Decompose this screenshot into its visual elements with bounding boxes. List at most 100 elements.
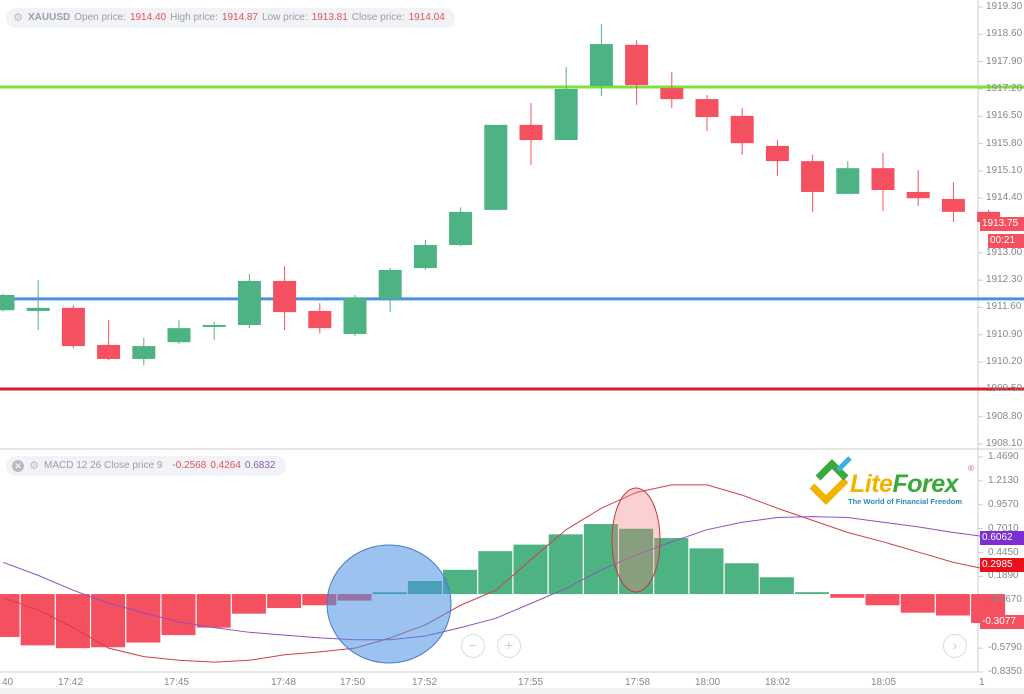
time-axis-label: 17:50 <box>340 677 366 688</box>
macd-axis-label: -0.8350 <box>988 665 1022 677</box>
macd-histogram-bar <box>935 594 970 616</box>
time-axis-label: 17:42 <box>58 677 84 688</box>
time-axis-label: 17:55 <box>518 677 544 688</box>
macd-histogram-bar <box>55 594 90 649</box>
candle-down <box>941 198 965 212</box>
time-axis-label: 17:52 <box>412 677 438 688</box>
time-axis-label: 17:58 <box>625 677 651 688</box>
macd-value-1: -0.2568 <box>172 460 207 471</box>
candle-down <box>730 115 754 144</box>
candle-up <box>554 88 578 141</box>
macd-axis-label: 0.1890 <box>988 570 1019 582</box>
signal-line <box>2 516 989 641</box>
time-axis-label: 18:00 <box>695 677 721 688</box>
candle-up <box>836 168 860 194</box>
candle-up <box>343 298 367 334</box>
time-axis-label: 40 <box>2 677 14 688</box>
logo-reg: ® <box>968 464 974 473</box>
macd-histogram-bar <box>126 594 161 643</box>
candle-down <box>977 211 1001 223</box>
logo-tagline: The World of Financial Freedom <box>848 497 963 506</box>
candle-down <box>695 99 719 118</box>
candle-up <box>202 325 226 327</box>
candle-up <box>237 280 261 326</box>
red-highlight-ellipse <box>611 487 661 593</box>
price-axis-label: 1918.60 <box>986 28 1023 40</box>
candle-down <box>308 310 332 329</box>
macd-histogram-bar <box>0 594 20 637</box>
candle-up <box>449 211 473 246</box>
close-label: Close price: <box>351 12 405 23</box>
macd-axis-label: 1.2130 <box>988 474 1019 486</box>
zoom-in-button[interactable]: + <box>497 634 521 658</box>
time-axis-label: 18:05 <box>871 677 897 688</box>
macd-histogram-bar <box>865 594 900 606</box>
price-axis-label: 1911.60 <box>986 301 1022 313</box>
macd-tag: 0.2985 <box>980 558 1024 572</box>
high-value: 1914.87 <box>221 12 259 23</box>
price-axis-label: 1919.30 <box>986 1 1023 12</box>
macd-line <box>2 484 989 663</box>
macd-histogram-bar <box>91 594 126 648</box>
macd-axis-label: 0.7010 <box>988 522 1019 534</box>
zoom-out-button[interactable]: − <box>461 634 485 658</box>
high-label: High price: <box>170 12 218 23</box>
macd-histogram-bar <box>830 594 865 598</box>
candle-down <box>801 161 825 192</box>
close-value: 1914.04 <box>408 12 445 23</box>
macd-histogram-bar <box>161 594 196 636</box>
macd-axis-label: -0.5790 <box>988 642 1022 654</box>
gear-icon[interactable]: ⚙ <box>13 12 23 24</box>
candle-up <box>132 346 156 359</box>
time-axis-label: 17:48 <box>271 677 297 688</box>
candle-up <box>589 44 613 86</box>
macd-axis-label: 0.9570 <box>988 498 1019 510</box>
signal-tag: 0.6062 <box>980 531 1024 545</box>
price-axis-label: 1917.90 <box>986 55 1023 67</box>
blue-highlight-circle <box>326 544 452 664</box>
open-label: Open price: <box>74 12 126 23</box>
price-axis-label: 1910.20 <box>986 356 1023 368</box>
close-icon[interactable]: ✕ <box>12 460 24 472</box>
open-value: 1914.40 <box>129 12 167 23</box>
price-axis-label: 1916.50 <box>986 110 1023 122</box>
macd-histogram-bar <box>20 594 55 646</box>
logo-name: LiteForex <box>850 470 959 498</box>
candle-down <box>765 145 789 162</box>
candle-down <box>97 344 121 359</box>
macd-histogram-bar <box>689 548 724 595</box>
price-axis-label: 1912.30 <box>986 274 1023 286</box>
price-legend: ⚙ XAUUSD Open price: 1914.40 High price:… <box>6 8 455 28</box>
candle-down <box>625 44 649 86</box>
macd-axis-label: 0.4450 <box>988 546 1019 558</box>
candle-down <box>519 124 543 141</box>
macd-histogram-bar <box>267 594 302 609</box>
scroll-right-button[interactable]: › <box>943 634 967 658</box>
time-axis-label: 1 <box>979 677 985 688</box>
candle-down <box>660 88 684 100</box>
countdown-tag: 00:21 <box>988 234 1024 248</box>
macd-histogram-bar <box>548 534 583 595</box>
price-axis-label: 1909.50 <box>986 383 1023 395</box>
liteforex-logo: LiteForex ® The World of Financial Freed… <box>808 456 978 511</box>
candle-up <box>484 124 508 210</box>
price-axis-label: 1908.10 <box>986 438 1023 450</box>
macd-histogram-bar <box>619 528 654 595</box>
gear-icon[interactable]: ⚙ <box>29 460 39 472</box>
candle-down <box>906 191 930 199</box>
time-axis-label: 17:45 <box>164 677 190 688</box>
macd-title: MACD 12 26 Close price 9 <box>44 460 163 471</box>
macd-histogram-bar <box>724 563 759 595</box>
macd-histogram-bar <box>196 594 231 628</box>
candle-up <box>0 294 15 311</box>
candle-up <box>167 328 191 343</box>
candle-down <box>61 307 85 347</box>
macd-histogram-bar <box>759 577 794 595</box>
bottom-scrollbar <box>0 688 1024 694</box>
low-value: 1913.81 <box>311 12 348 23</box>
macd-value-2: 0.4264 <box>210 460 241 471</box>
candle-down <box>871 168 895 191</box>
price-axis-label: 1915.10 <box>986 164 1023 176</box>
macd-histogram-bar <box>302 594 337 606</box>
